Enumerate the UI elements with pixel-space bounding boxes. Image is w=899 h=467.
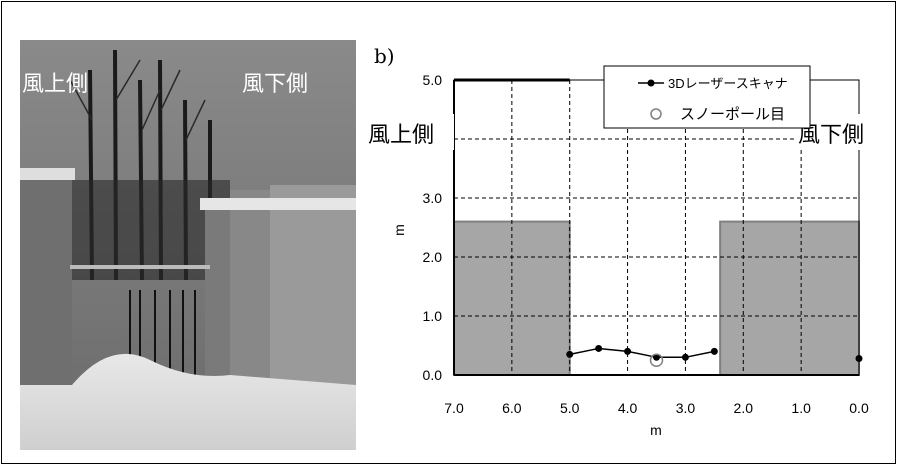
laser-scanner-point [653, 353, 660, 361]
y-tick-label: 2.0 [423, 249, 443, 265]
y-tick-label: 5.0 [423, 72, 443, 88]
x-tick-label: 2.0 [734, 400, 754, 416]
side-label-bg-right [796, 114, 892, 150]
y-tick-label: 3.0 [423, 190, 443, 206]
laser-scanner-point [595, 344, 603, 352]
x-tick-label: 0.0 [849, 400, 869, 416]
building-block-1 [719, 220, 861, 376]
photo-windward-label: 風上側 [22, 72, 89, 97]
y-axis-label: m [391, 224, 407, 236]
snow-pole-point [649, 353, 664, 367]
legend-marker-laser [647, 79, 655, 87]
windward-side-label: 風上側 [368, 123, 434, 148]
laser-scanner-point [624, 347, 632, 355]
legend-marker-snowpole [650, 108, 662, 120]
laser-scanner-point [855, 354, 863, 362]
legend-label-snowpole: スノーポール目 [680, 106, 785, 123]
x-tick-label: 4.0 [618, 400, 638, 416]
legend-box [603, 65, 811, 129]
x-tick-label: 3.0 [676, 400, 696, 416]
laser-scanner-line [569, 347, 715, 359]
laser-scanner-point [566, 350, 574, 358]
y-tick-label: 0.0 [423, 367, 443, 383]
snow-photo-image [20, 40, 356, 450]
laser-scanner-point [681, 353, 689, 361]
y-tick-label: 1.0 [423, 308, 443, 324]
x-tick-label: 5.0 [560, 400, 580, 416]
snow-photo: 風上側 風下側 [20, 40, 356, 450]
side-label-bg-left [366, 114, 454, 150]
legend-label-laser: 3Dレーザースキャナ [668, 76, 788, 91]
laser-scanner-point [710, 347, 718, 355]
x-tick-label: 7.0 [444, 400, 464, 416]
x-tick-label: 1.0 [791, 400, 811, 416]
x-tick-label: 6.0 [502, 400, 522, 416]
panel-b-label: b) [374, 44, 395, 68]
photo-leeward-label: 風下側 [242, 72, 309, 97]
x-axis-label: m [650, 422, 662, 438]
